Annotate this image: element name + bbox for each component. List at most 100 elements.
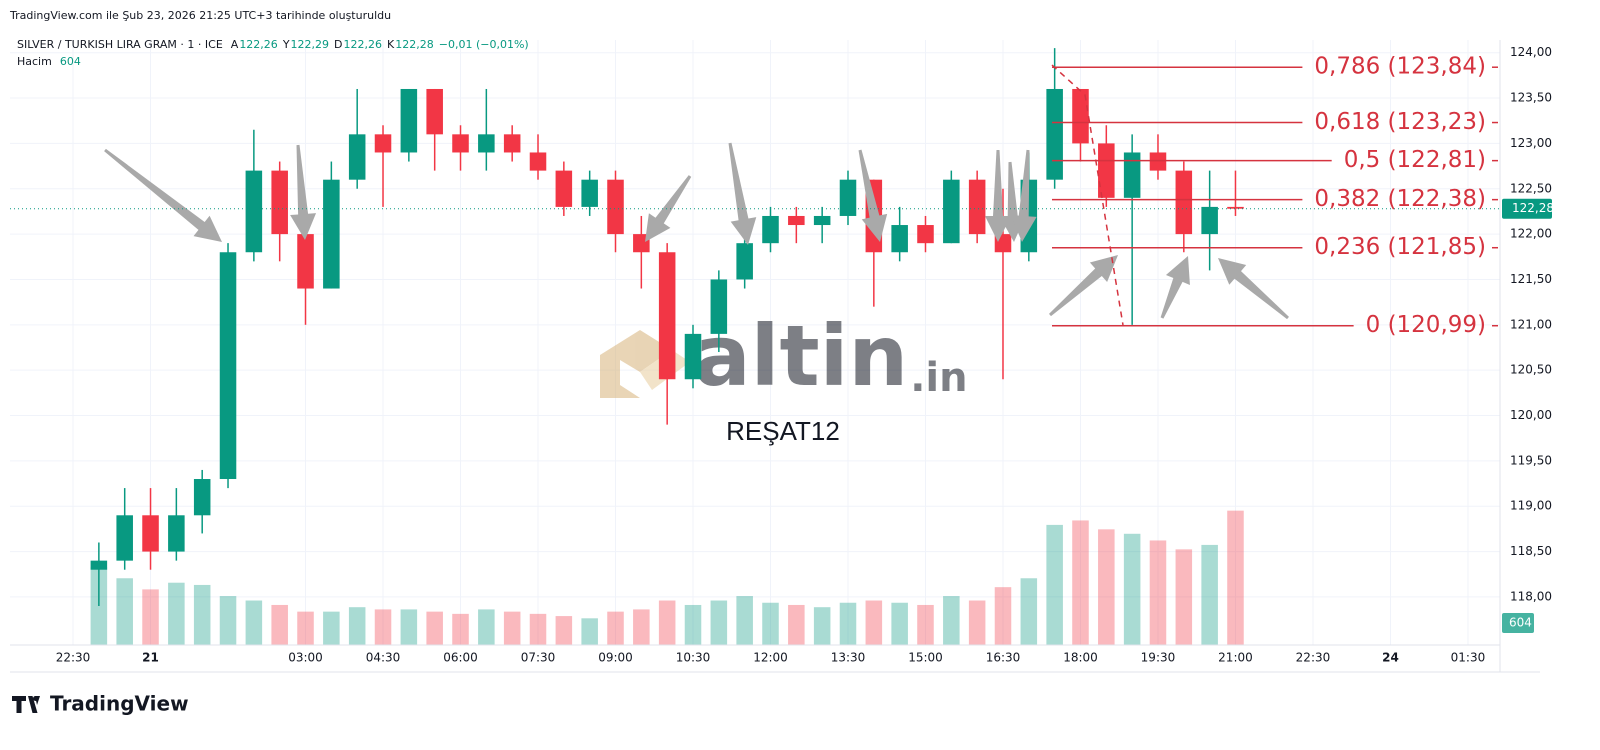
legend-ohlc-value: 122,26 xyxy=(344,38,383,51)
legend-symbol: SILVER / TURKISH LIRA GRAM · 1 · ICE xyxy=(17,38,223,51)
y-tick-label: 118,00 xyxy=(1510,589,1552,603)
candle-body xyxy=(1098,143,1115,198)
x-tick-label: 06:00 xyxy=(443,651,478,665)
volume-bar xyxy=(452,613,469,645)
candle-body xyxy=(1072,88,1089,144)
annotation-arrow xyxy=(858,149,888,242)
candle-body xyxy=(271,170,288,235)
candle-body xyxy=(374,134,392,153)
volume-bar xyxy=(762,602,779,645)
annotation-arrow xyxy=(645,175,692,242)
volume-bar xyxy=(839,602,857,645)
volume-bar xyxy=(1149,540,1167,645)
legend-change: −0,01 (−0,01%) xyxy=(439,38,529,51)
candle-body xyxy=(943,179,960,244)
fibonacci: 0,786 (123,84) 0,618 (123,23) 0,5 (122,81)… xyxy=(1051,54,1498,338)
watermark-logo xyxy=(600,330,672,398)
legend-ohlc-value: 122,29 xyxy=(291,38,330,51)
legend-ohlc-label: A xyxy=(231,38,239,51)
annotation-arrow xyxy=(1010,149,1037,242)
fib-label: 0 (120,99) xyxy=(1366,312,1486,338)
y-tick-label: 124,00 xyxy=(1510,45,1552,59)
candle-body xyxy=(891,225,908,253)
candle-body xyxy=(1175,170,1193,235)
caption: TradingView.com ile Şub 23, 2026 21:25 U… xyxy=(9,9,391,22)
candle-body xyxy=(297,234,314,289)
candle-body xyxy=(788,215,805,226)
legend: SILVER / TURKISH LIRA GRAM · 1 · ICE A 122… xyxy=(17,38,529,68)
fib-trend xyxy=(1051,64,1124,326)
volume-bar xyxy=(581,618,598,645)
fib-label: 0,618 (123,23) xyxy=(1314,109,1486,135)
annotation-arrow xyxy=(1049,255,1118,317)
x-tick-label: 21:00 xyxy=(1218,651,1253,665)
x-tick-label: 22:30 xyxy=(56,651,91,665)
x-tick-label: 19:30 xyxy=(1141,651,1176,665)
candle-body xyxy=(607,179,624,235)
volume-bar xyxy=(607,611,624,645)
candle-body xyxy=(452,134,469,153)
volume-bar xyxy=(788,604,805,645)
watermark-brand: altin xyxy=(694,307,908,405)
footer: TradingView xyxy=(12,692,189,716)
volume-bar xyxy=(1123,533,1141,645)
x-tick-label: 01:30 xyxy=(1451,651,1486,665)
y-tick-label: 119,50 xyxy=(1510,453,1552,467)
x-tick-label: 12:00 xyxy=(753,651,788,665)
candle-body xyxy=(762,215,779,244)
annotation-arrow xyxy=(1160,256,1190,319)
legend-ohlc-label: D xyxy=(334,38,342,51)
last-price-label: 122,28 xyxy=(1512,201,1554,215)
volume-bar xyxy=(1175,549,1193,645)
volume-bar xyxy=(658,600,676,645)
candles xyxy=(90,48,1244,606)
volume-bar xyxy=(736,596,753,645)
volume-bar xyxy=(271,604,288,645)
candle-body xyxy=(813,215,831,226)
x-tick-label: 18:00 xyxy=(1063,651,1098,665)
volume-bar xyxy=(1201,544,1218,645)
annotations xyxy=(104,142,1289,320)
x-tick-label: 22:30 xyxy=(1296,651,1331,665)
candle-body xyxy=(839,179,857,216)
candle-body xyxy=(219,252,237,480)
volume-bar xyxy=(348,607,366,645)
candle-body xyxy=(529,152,547,171)
annotation-arrow xyxy=(728,142,757,245)
volume-bar xyxy=(168,582,185,645)
volume-bar xyxy=(813,607,831,645)
x-tick-label: 10:30 xyxy=(676,651,711,665)
volume-badge xyxy=(1502,613,1534,633)
volume-bar xyxy=(400,609,418,645)
y-tick-label: 123,50 xyxy=(1510,91,1552,105)
volume-bar xyxy=(374,609,392,645)
legend-ohlc-label: K xyxy=(387,38,395,51)
volume-bar xyxy=(219,596,237,645)
candle-body xyxy=(193,479,211,516)
candle-body xyxy=(116,515,133,561)
volume-bar xyxy=(90,567,108,645)
candle-body xyxy=(503,134,521,153)
volume-bar xyxy=(684,604,702,645)
y-tick-label: 121,00 xyxy=(1510,317,1552,331)
candle-body xyxy=(168,515,185,552)
candle-body xyxy=(478,134,495,153)
x-tick-label: 03:00 xyxy=(288,651,323,665)
candle-body xyxy=(1149,152,1167,171)
volume-bar xyxy=(633,609,650,645)
candle-body xyxy=(348,134,366,180)
watermark-user: REŞAT12 xyxy=(726,416,840,446)
fib-label: 0,236 (121,85) xyxy=(1314,234,1486,260)
y-tick-label: 120,00 xyxy=(1510,408,1552,422)
volume-bar xyxy=(1227,510,1244,645)
volume-bar xyxy=(1020,578,1038,645)
volume-bar xyxy=(865,600,883,645)
candle-body xyxy=(400,88,418,153)
candle-body xyxy=(90,560,108,570)
x-tick-label: 21 xyxy=(142,651,159,665)
volume-bar xyxy=(323,611,340,645)
volume-bar xyxy=(710,600,728,645)
candle-body xyxy=(581,179,598,207)
